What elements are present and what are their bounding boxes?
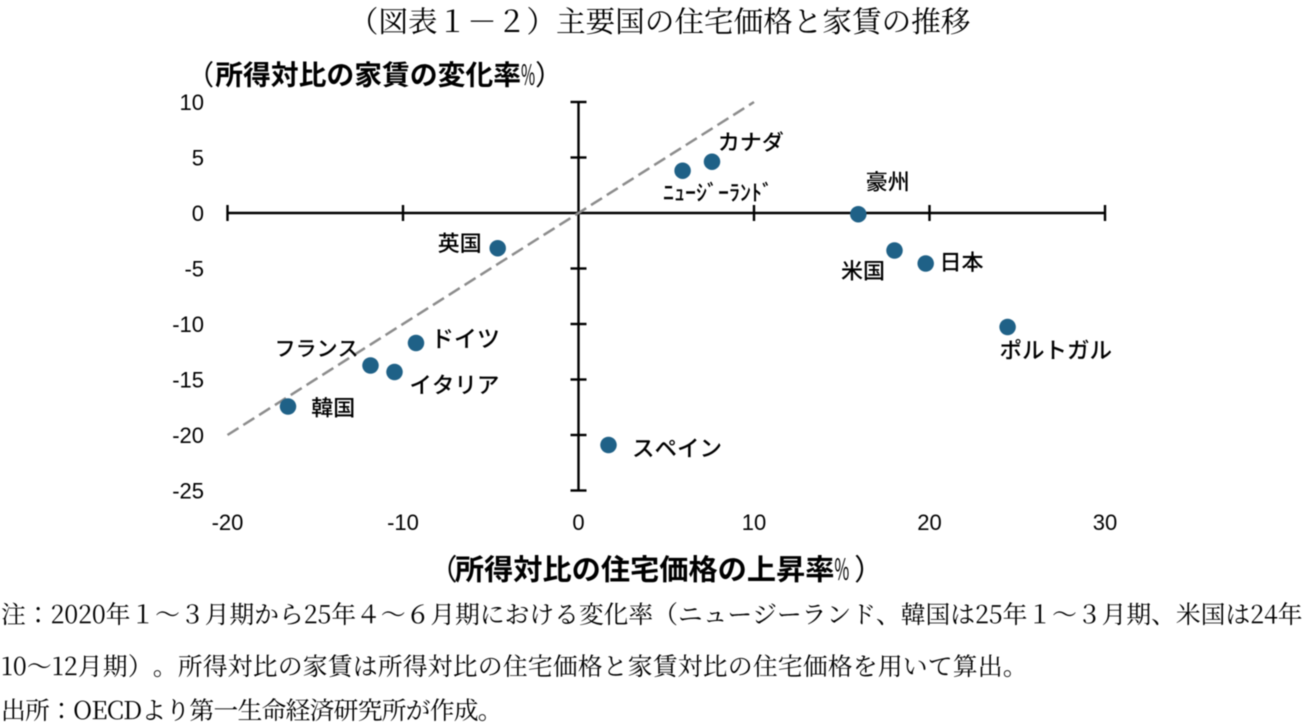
svg-text:30: 30	[1093, 510, 1117, 535]
svg-text:10: 10	[742, 510, 766, 535]
svg-text:0: 0	[572, 510, 584, 535]
svg-text:-10: -10	[172, 312, 204, 337]
svg-text:10: 10	[180, 90, 204, 115]
svg-text:20: 20	[917, 510, 941, 535]
svg-text:5: 5	[192, 146, 204, 171]
svg-text:-20: -20	[212, 510, 244, 535]
svg-text:-20: -20	[172, 423, 204, 448]
svg-text:-10: -10	[387, 510, 419, 535]
svg-text:-15: -15	[172, 368, 204, 393]
svg-text:-5: -5	[184, 257, 204, 282]
svg-text:0: 0	[192, 201, 204, 226]
svg-text:-25: -25	[172, 479, 204, 504]
